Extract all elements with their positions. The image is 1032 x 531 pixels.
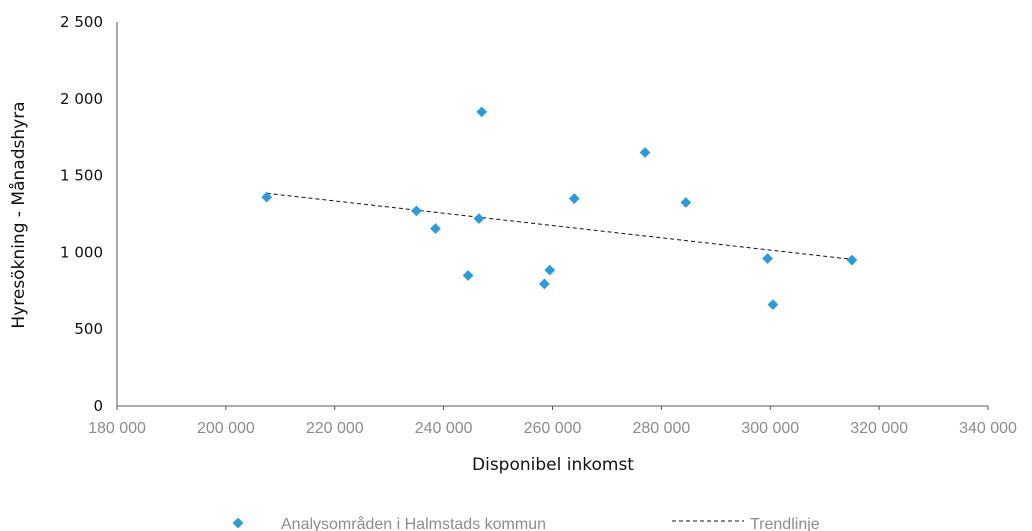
x-tick-label: 240 000: [415, 420, 473, 437]
data-point: [846, 254, 858, 266]
data-points: [261, 106, 858, 310]
x-tick-label: 260 000: [524, 420, 582, 437]
data-point: [473, 213, 485, 224]
data-point: [430, 223, 441, 234]
trendline-segment: [266, 192, 852, 260]
data-point: [538, 278, 550, 290]
legend-marker-points: [232, 517, 244, 529]
data-point: [476, 106, 488, 118]
y-tick-label: 500: [74, 320, 103, 338]
data-point: [568, 193, 580, 205]
legend-label-points: Analysområden i Halmstads kommun: [281, 515, 546, 531]
data-point: [762, 253, 773, 264]
y-tick-label: 1 000: [60, 243, 103, 261]
data-point: [544, 264, 556, 276]
x-tick-label: 200 000: [197, 420, 255, 437]
x-axis-title: Disponibel inkomst: [472, 455, 634, 475]
x-tick-label: 340 000: [959, 420, 1017, 437]
y-tick-label: 0: [93, 397, 103, 415]
y-axis-title: Hyresökning - Månadshyra: [8, 101, 29, 328]
y-tick-label: 2 000: [60, 90, 103, 108]
data-point: [767, 299, 779, 310]
legend-label-trend: Trendlinje: [750, 516, 820, 531]
y-tick-label: 1 500: [60, 167, 103, 185]
data-point: [639, 147, 651, 158]
y-tick-label: 2 500: [60, 13, 103, 31]
x-axis: 180 000 200 000 220 000 240 000 260 000 280 0…: [88, 405, 1017, 437]
trendline: [266, 192, 852, 260]
x-tick-label: 320 000: [850, 420, 908, 437]
x-tick-label: 220 000: [306, 420, 364, 437]
data-point: [462, 270, 474, 281]
data-point: [411, 205, 422, 217]
x-tick-label: 300 000: [741, 420, 799, 437]
legend: Analysområden i Halmstads kommun Trendli…: [232, 515, 820, 531]
x-tick-label: 180 000: [88, 420, 146, 437]
data-point: [680, 197, 692, 208]
x-tick-label: 280 000: [632, 420, 690, 437]
y-axis: 0 500 1 000 1 500 2 000 2 500: [60, 13, 118, 415]
